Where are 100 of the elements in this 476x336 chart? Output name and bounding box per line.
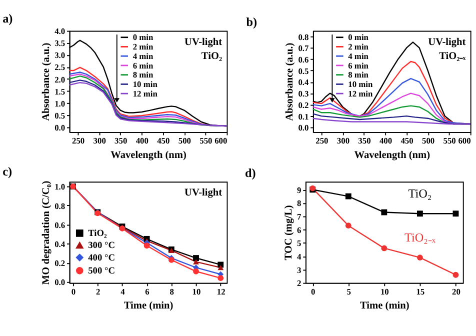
annotation: TiO₂ <box>201 50 222 62</box>
y-tick-label: 2 <box>297 278 302 288</box>
point <box>193 255 199 261</box>
legend-label: 0 min <box>132 32 154 42</box>
point <box>218 275 224 282</box>
chart-title: d) <box>245 166 256 180</box>
x-tick-label: 450 <box>157 136 170 146</box>
annotation: UV-light <box>184 36 223 48</box>
y-tick-label: 0.6 <box>298 54 309 64</box>
point <box>193 259 199 264</box>
y-tick-label: 0.0 <box>54 122 66 132</box>
legend-label: 10 min <box>132 79 158 90</box>
x-tick-label: 2 <box>96 286 100 297</box>
x-tick-label: 350 <box>358 136 371 146</box>
point <box>345 193 352 200</box>
y-tick-label: 9 <box>297 184 302 195</box>
point <box>218 265 224 270</box>
y-tick-label: 0.8 <box>298 32 309 42</box>
point <box>218 262 224 268</box>
y-tick-label: 4.0 <box>54 26 66 36</box>
x-tick-label: 300 <box>336 136 350 146</box>
y-tick-label: 0.6 <box>54 220 66 230</box>
legend-label: 12 min <box>348 88 373 98</box>
y-tick-label: 0.7 <box>298 43 309 54</box>
y-tick-label: 2.5 <box>54 62 66 72</box>
x-tick-label: 350 <box>114 136 128 146</box>
legend-label: 10 min <box>348 79 373 90</box>
point <box>452 210 459 217</box>
y-tick-label: 0.5 <box>54 110 66 120</box>
y-axis-title: Absorbance (a.u.) <box>284 42 296 121</box>
y-tick-label: 3.5 <box>54 38 66 48</box>
x-tick-label: 10 <box>192 286 201 297</box>
x-tick-label: 600 <box>214 136 228 146</box>
x-tick-label: 550 <box>200 136 212 146</box>
point <box>416 210 423 217</box>
y-tick-label: 1.5 <box>54 86 66 96</box>
x-tick-label: 5 <box>346 286 351 297</box>
y-axis-title: MO degradation (C/C₀) <box>40 180 52 285</box>
legend-label: 300 °C <box>88 241 116 252</box>
y-tick-label: 0.2 <box>298 100 309 110</box>
y-tick-label: 0.4 <box>298 77 310 88</box>
y-tick-label: 1.0 <box>54 98 66 108</box>
series-label: TiO₂ <box>408 186 432 201</box>
y-tick-label: 0.1 <box>298 111 309 122</box>
y-tick-label: 8 <box>297 198 302 208</box>
legend-label: 2 min <box>132 42 154 52</box>
legend-label: 4 min <box>132 50 154 61</box>
y-tick-label: 4 <box>297 251 302 262</box>
x-tick-label: 4 <box>120 286 126 297</box>
y-tick-label: 2.0 <box>54 74 66 84</box>
annotation: UV-light <box>428 36 466 48</box>
annotation: UV-light <box>184 188 223 199</box>
y-tick-label: 0.2 <box>54 258 66 268</box>
y-tick-label: 0.3 <box>298 88 309 99</box>
x-tick-label: 6 <box>145 286 150 297</box>
point <box>452 272 459 278</box>
x-tick-label: 400 <box>379 136 392 146</box>
point <box>345 222 352 229</box>
y-tick-label: 3 <box>297 264 302 275</box>
legend-label: 4 min <box>348 50 369 61</box>
x-tick-label: 500 <box>422 136 435 146</box>
legend-label: 6 min <box>132 60 154 70</box>
point <box>381 245 388 252</box>
y-axis-title: TOC (mg/L) <box>283 205 294 260</box>
point <box>416 254 423 260</box>
x-tick-label: 250 <box>72 136 85 146</box>
x-tick-label: 450 <box>400 136 414 146</box>
legend-label: 0 min <box>348 32 369 42</box>
x-tick-label: 0 <box>71 286 76 297</box>
legend-label: 6 min <box>348 60 369 70</box>
x-tick-label: 8 <box>170 286 174 297</box>
y-tick-label: 0.8 <box>54 200 66 211</box>
y-tick-label: 0.0 <box>54 277 66 288</box>
annotation: TiO₂₋ₓ <box>439 50 466 62</box>
x-tick-label: 0 <box>310 286 316 297</box>
legend-label: 12 min <box>132 88 158 98</box>
chart-title: b) <box>246 15 258 30</box>
chart-title: a) <box>2 11 13 26</box>
x-axis-title: Wavelength (nm) <box>354 150 430 161</box>
y-axis-title: Absorbance (a.u.) <box>40 42 52 121</box>
y-tick-label: 1.0 <box>54 182 66 192</box>
y-tick-label: 6 <box>297 224 302 235</box>
y-tick-label: 3.0 <box>54 50 66 60</box>
y-tick-label: 0.4 <box>54 238 66 249</box>
x-axis-title: Wavelength (nm) <box>110 150 186 161</box>
line-series <box>312 78 471 125</box>
point <box>193 268 199 274</box>
y-tick-label: 7 <box>297 212 302 222</box>
x-tick-label: 300 <box>93 136 106 146</box>
legend-label: 400 °C <box>88 253 116 264</box>
y-tick-label: 5 <box>297 238 302 248</box>
point <box>144 242 150 249</box>
chart-title: c) <box>2 164 12 179</box>
x-tick-label: 500 <box>178 136 191 146</box>
point <box>381 209 388 216</box>
legend-label: 8 min <box>348 70 369 80</box>
legend-label: 2 min <box>348 42 369 52</box>
x-tick-label: 550 <box>443 136 456 146</box>
x-axis-title: Time (min) <box>360 300 410 312</box>
legend-label: TiO₂ <box>88 228 108 239</box>
